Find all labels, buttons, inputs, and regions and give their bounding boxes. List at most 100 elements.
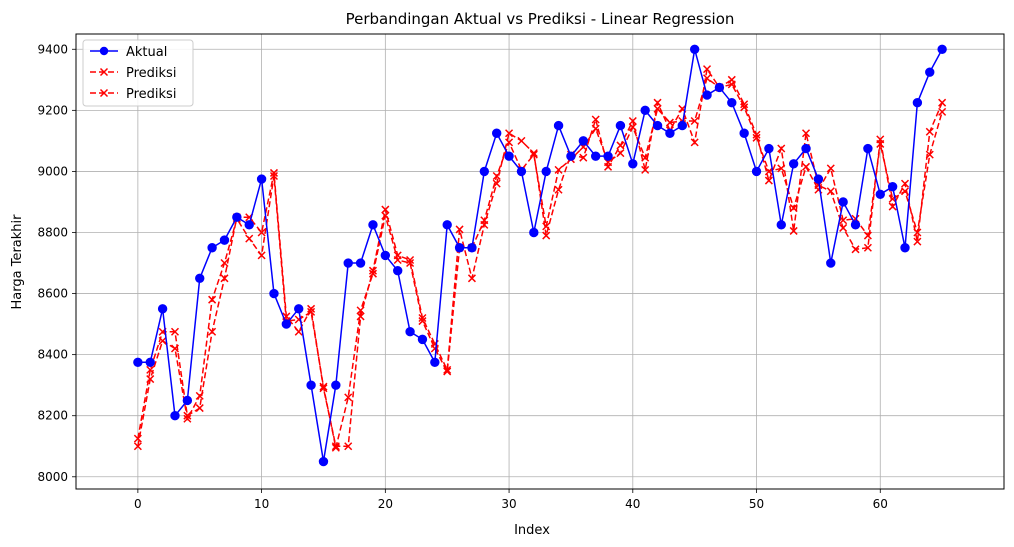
data-point — [244, 220, 254, 230]
data-point — [405, 327, 415, 337]
data-point — [133, 442, 142, 451]
data-point — [133, 434, 142, 443]
data-point — [294, 327, 303, 336]
y-tick-label: 9200 — [37, 103, 68, 117]
x-tick-label: 20 — [378, 497, 393, 511]
data-point — [616, 141, 625, 150]
x-tick-label: 30 — [501, 497, 516, 511]
data-point — [603, 151, 613, 161]
legend-marker — [99, 88, 109, 98]
data-point — [208, 327, 217, 336]
legend-label: Aktual — [126, 45, 167, 60]
data-point — [467, 243, 477, 253]
data-point — [628, 116, 637, 126]
data-point — [913, 237, 922, 246]
data-point — [306, 380, 316, 390]
data-point — [331, 442, 340, 451]
grid-lines — [76, 34, 1004, 489]
data-point — [652, 120, 663, 131]
data-point — [220, 258, 229, 268]
legend-marker — [99, 67, 109, 77]
data-point — [443, 365, 452, 374]
y-tick-label: 8800 — [37, 225, 68, 239]
data-point — [170, 411, 180, 421]
data-point — [566, 151, 576, 161]
data-point — [146, 365, 155, 374]
data-point — [703, 65, 712, 74]
data-point — [157, 304, 168, 314]
legend-marker — [99, 46, 109, 56]
y-tick-label: 8000 — [37, 470, 68, 484]
series-layer — [133, 44, 947, 467]
data-point — [640, 105, 650, 116]
x-tick-label: 60 — [873, 497, 888, 511]
y-tick-label: 9000 — [37, 164, 68, 178]
data-point — [875, 189, 885, 200]
data-point — [751, 166, 762, 177]
plot-frame — [75, 33, 1005, 490]
data-point — [232, 212, 242, 222]
data-point — [826, 187, 835, 196]
y-axis-label: Harga Terakhir — [10, 214, 25, 310]
legend-label: Prediksi — [126, 66, 176, 81]
data-point — [517, 136, 526, 145]
data-point — [677, 120, 687, 131]
data-point — [418, 313, 427, 323]
data-point — [876, 135, 885, 144]
data-point — [319, 384, 328, 393]
data-point — [579, 153, 588, 162]
data-point — [182, 395, 193, 406]
legend-box — [82, 39, 194, 107]
data-point — [318, 456, 329, 467]
data-point — [863, 243, 872, 252]
data-point — [133, 357, 143, 367]
data-point — [220, 274, 229, 283]
data-point — [356, 312, 365, 321]
data-point — [145, 357, 155, 367]
data-point — [541, 166, 551, 177]
data-point — [554, 165, 563, 174]
data-point — [590, 151, 601, 161]
data-point — [491, 128, 502, 138]
data-point — [591, 115, 600, 124]
data-point — [170, 327, 180, 336]
data-point — [406, 255, 415, 265]
data-point — [925, 127, 934, 136]
series-line — [137, 67, 943, 447]
data-point — [256, 174, 267, 184]
series-0 — [133, 44, 947, 467]
data-point — [467, 274, 476, 283]
data-point — [937, 44, 947, 54]
x-tick-label: 0 — [134, 497, 142, 511]
data-point — [727, 75, 736, 84]
data-point — [393, 265, 403, 276]
data-point — [838, 197, 848, 207]
data-point — [839, 216, 848, 225]
legend: Aktual Prediksi Prediksi — [82, 39, 194, 107]
data-point — [826, 164, 835, 173]
data-point — [331, 443, 340, 452]
data-point — [368, 266, 377, 275]
data-point — [801, 143, 811, 154]
data-point — [480, 220, 489, 229]
data-point — [615, 120, 626, 131]
data-point — [269, 288, 279, 299]
y-tick-label: 8600 — [37, 287, 68, 301]
data-point — [740, 100, 749, 109]
data-point — [739, 128, 749, 138]
data-point — [479, 166, 490, 177]
data-point — [331, 380, 341, 390]
y-tick-label: 9400 — [37, 42, 68, 56]
data-point — [888, 202, 897, 211]
data-point — [653, 98, 662, 107]
data-point — [665, 128, 675, 138]
data-point — [219, 235, 230, 245]
data-point — [454, 243, 465, 253]
data-point — [839, 223, 848, 232]
data-point — [764, 176, 773, 185]
data-point — [355, 258, 366, 268]
data-point — [443, 367, 452, 376]
data-point — [689, 44, 700, 54]
data-point — [505, 129, 514, 138]
